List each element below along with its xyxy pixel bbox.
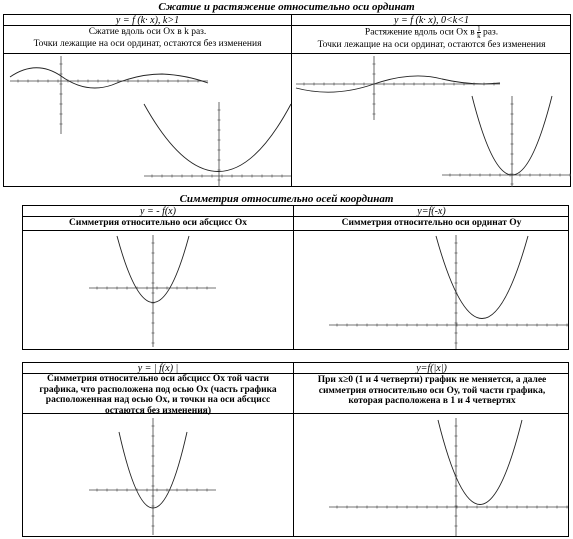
stretch-desc-line2: Точки лежащие на оси ординат, остаются б… bbox=[317, 40, 546, 50]
reflect-y-desc: Симметрия относительно оси ординат Оу bbox=[341, 218, 522, 228]
reflected-parabola-x bbox=[116, 235, 190, 303]
abs-fx-desc: Симметрия относительно оси абсцисс Ох то… bbox=[39, 374, 277, 416]
reflect-x-graph bbox=[89, 235, 216, 347]
compressed-sine-curve bbox=[9, 67, 209, 89]
abs-parabola bbox=[118, 431, 188, 509]
stretched-sine-curve bbox=[295, 75, 501, 93]
fraction-one-over-k: 1 k bbox=[477, 25, 481, 40]
f-abs-x-graph bbox=[329, 418, 568, 536]
reflect-y-header: y=f(-x) bbox=[417, 206, 446, 217]
section1-table: y = f (k· x), k>1 y = f (k· x), 0<k<1 Сж… bbox=[3, 14, 571, 187]
stretch-header: y = f (k· x), 0<k<1 bbox=[394, 15, 469, 26]
stretch-graph bbox=[295, 56, 571, 187]
section2-title: Симметрия относительно осей координат bbox=[179, 193, 394, 205]
stretched-parabola bbox=[471, 95, 553, 176]
f-abs-x-parabola bbox=[437, 419, 523, 505]
reflect-x-desc: Симметрия относительно оси абсцисс Ох bbox=[68, 218, 247, 228]
stretch-desc-line1: Растяжение вдоль оси Ох в 1 k раз. bbox=[364, 25, 499, 40]
abs-fx-graph bbox=[89, 418, 216, 535]
reflected-parabola-y bbox=[435, 235, 529, 319]
section2-table: y = - f(x) y=f(-x) Симметрия относительн… bbox=[22, 205, 569, 350]
section3-table: y = | f(x) | y=f(|x|) Симметрия относите… bbox=[22, 362, 569, 537]
compression-desc-line1: Сжатие вдоль оси Ох в k раз. bbox=[88, 27, 207, 37]
compression-desc-line2: Точки лежащие на оси ординат, остаются б… bbox=[33, 39, 262, 49]
section1-title: Сжатие и растяжение относительно оси орд… bbox=[158, 1, 415, 13]
f-abs-x-desc: При x≥0 (1 и 4 четверти) график не меняе… bbox=[317, 375, 547, 406]
abs-fx-header: y = | f(x) | bbox=[137, 363, 179, 374]
reflect-y-graph bbox=[329, 235, 568, 349]
reflect-x-header: y = - f(x) bbox=[140, 206, 176, 217]
compression-graph bbox=[9, 56, 292, 187]
compressed-parabola bbox=[143, 103, 292, 172]
f-abs-x-header: y=f(|x|) bbox=[416, 363, 447, 374]
compression-header: y = f (k· x), k>1 bbox=[115, 15, 180, 26]
